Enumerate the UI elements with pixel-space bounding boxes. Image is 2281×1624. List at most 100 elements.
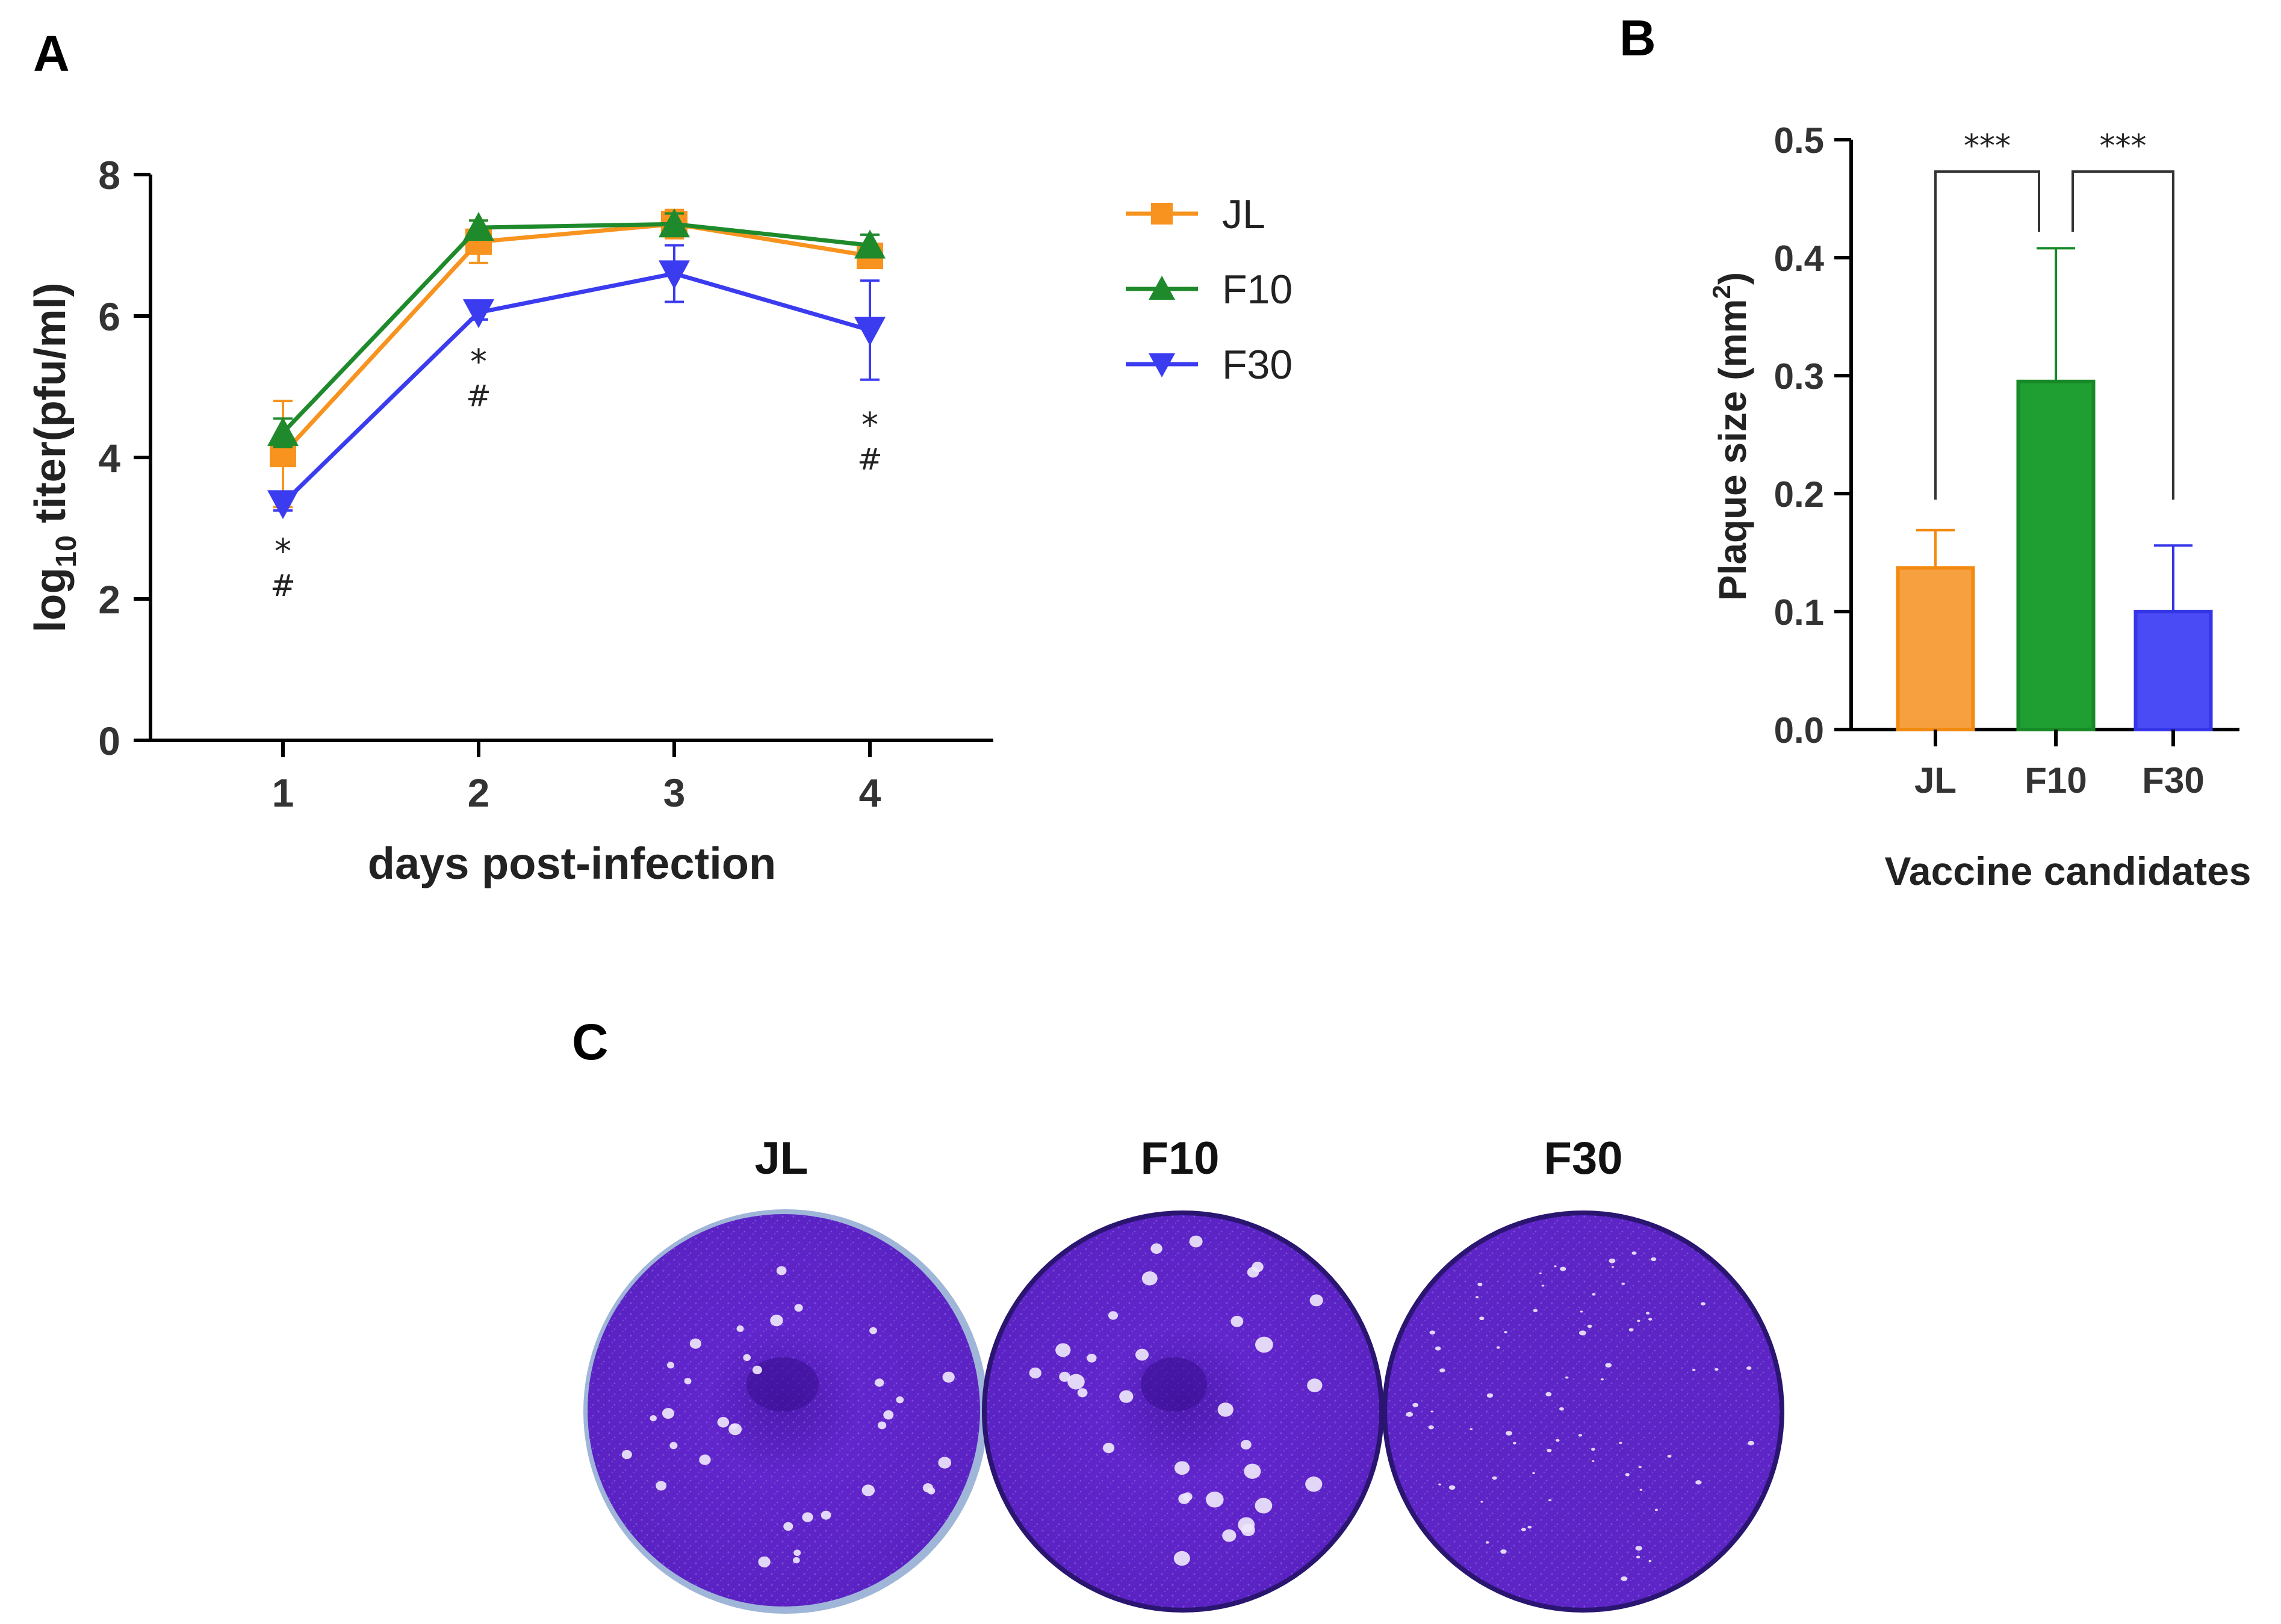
legend-label: F10 [1222,267,1293,312]
plaque [1448,1485,1456,1490]
marker-triangle-down [659,260,690,290]
chart-b-y-label: Plaque size (mm2) [1707,272,1754,601]
y-tick-label: 8 [98,153,120,197]
plaque [869,1327,877,1334]
plaque [1591,1448,1595,1451]
significance-bracket: *** [2072,128,2174,500]
chart-a-y-label-log: log [26,568,75,633]
plaque [684,1378,692,1384]
plaque [1222,1529,1237,1542]
plaque [938,1457,952,1469]
chart-b-y-label-main: Plaque size (mm [1711,299,1754,601]
marker-triangle-up [463,212,494,241]
plaque [1639,1489,1643,1491]
plaque [1533,1309,1538,1312]
y-tick-label: 0.3 [1774,356,1824,397]
legend-label: JL [1222,191,1265,237]
plaque [1150,1243,1162,1254]
plaques-jl [621,1266,955,1567]
marker-triangle-down [463,299,494,329]
plaque [1547,1448,1552,1452]
plaque [699,1454,711,1465]
plaque [1309,1294,1323,1307]
plaque [802,1512,813,1522]
plaque [728,1423,742,1436]
plaque [770,1315,783,1327]
plaque [1578,1434,1583,1437]
plaque [1500,1549,1507,1554]
plaque [1631,1251,1637,1255]
plaque [1600,1378,1604,1381]
marker-triangle-up [267,417,299,446]
marker-triangle-down [1149,353,1175,377]
plaque [1748,1440,1755,1446]
plaque [1305,1476,1323,1492]
x-tick-label: F30 [2142,760,2204,801]
plaque [1217,1402,1234,1417]
plaques-f30 [1406,1251,1755,1581]
plaque [1439,1368,1445,1373]
plaque [1638,1466,1642,1469]
plaque [1108,1311,1119,1320]
bracket-line [1934,170,2040,500]
plaque [736,1325,744,1332]
plaques-f10 [1029,1235,1323,1566]
plaque [783,1522,793,1531]
significance-hash: # [466,379,491,414]
chart-a-y-ticks: 0 2 4 6 8 [98,153,151,763]
plaque [1252,1262,1264,1272]
y-tick-label: 0 [98,719,120,763]
plaque [1059,1371,1070,1382]
plaque [875,1378,884,1387]
plaque [669,1442,678,1449]
plaque [743,1354,751,1362]
y-tick-label: 6 [98,294,120,339]
plaque [1475,1296,1479,1298]
plaque [1429,1330,1436,1335]
plaque [1479,1316,1485,1321]
chart-b-x-label: Vaccine candidates [1885,849,2252,893]
series-f30 [267,244,886,519]
plaque [662,1408,674,1419]
chart-b-bars: JL F10 F30 [1896,247,2213,801]
plaque [1621,1282,1625,1285]
x-tick-label: JL [1914,760,1957,801]
significance-star: * [861,406,878,445]
plaque [1469,1428,1473,1430]
plaque [1548,1499,1552,1502]
bar-chart-panel-b: 0.0 0.1 0.2 0.3 0.4 0.5 JL F10 F30 *** *** Vacci… [1707,120,2252,893]
legend-item-jl: JL [1126,191,1265,237]
plaque [621,1449,632,1460]
plaque [1654,1508,1659,1511]
plaque [1746,1366,1752,1370]
plaque [1521,1528,1527,1531]
plaque [689,1338,701,1349]
plaque [861,1484,875,1496]
plaque [1428,1425,1434,1430]
marker-triangle-up [854,229,886,259]
plaque [1527,1525,1532,1529]
plaque [1701,1302,1705,1306]
panel-label-c: C [572,1014,609,1070]
plaque [1621,1576,1628,1581]
plaque [1255,1336,1273,1353]
plaque [1485,1541,1489,1544]
plaque-dishes-panel-c: JL F10 F30 [583,1133,1784,1614]
dish-texture [987,1215,1379,1608]
series-line [281,222,871,435]
plaque [927,1487,936,1495]
series-line [281,222,871,456]
series-jl [270,208,883,509]
plaque [1609,1258,1616,1263]
y-tick-label: 0.0 [1774,710,1824,751]
dish-label-jl: JL [755,1133,808,1184]
plaque-dish-jl [583,1209,988,1614]
panel-label-a: A [33,25,70,82]
plaque [1087,1354,1097,1363]
plaque [776,1266,787,1275]
plaque [758,1556,771,1567]
y-tick-label: 0.4 [1774,238,1825,279]
plaque [1506,1431,1513,1436]
plaque [1637,1319,1640,1322]
